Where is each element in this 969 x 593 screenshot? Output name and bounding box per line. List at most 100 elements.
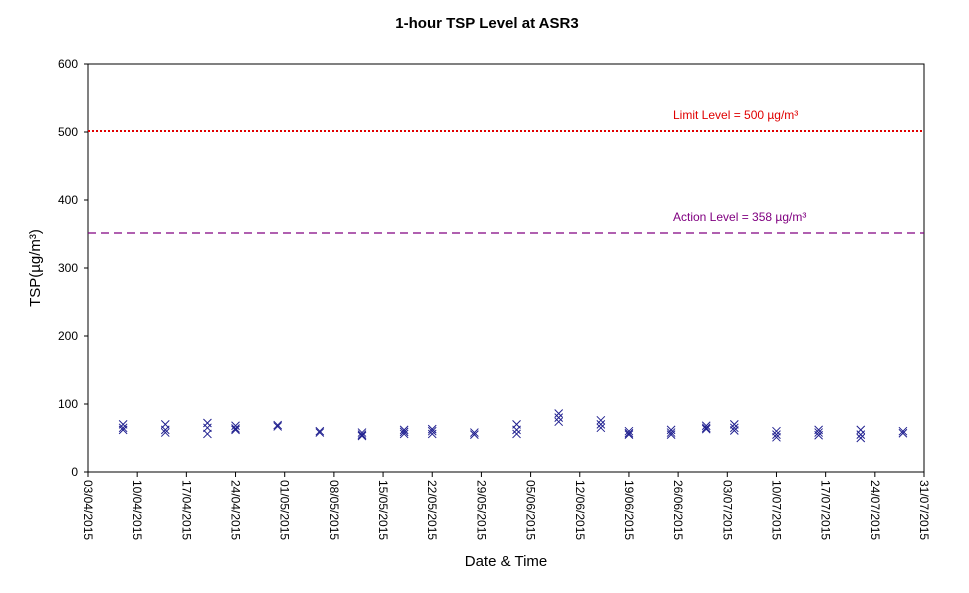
- y-tick-label: 0: [71, 465, 78, 479]
- data-point: [729, 426, 739, 435]
- data-point: [357, 430, 367, 439]
- data-point-stroke: [357, 428, 367, 437]
- data-point: [772, 432, 781, 442]
- data-point-stroke: [160, 428, 170, 437]
- data-point: [357, 428, 367, 437]
- data-point-stroke: [729, 420, 739, 429]
- data-point-stroke: [203, 429, 212, 439]
- y-tick-label: 100: [58, 397, 78, 411]
- data-point: [554, 409, 564, 418]
- data-point: [160, 425, 170, 435]
- data-point-stroke: [118, 423, 128, 433]
- data-point: [772, 426, 781, 436]
- plot-area: [87, 63, 925, 473]
- data-point: [315, 426, 325, 436]
- data-point: [856, 433, 866, 443]
- data-point: [701, 421, 711, 431]
- data-point-stroke: [814, 430, 823, 440]
- data-point-stroke: [666, 428, 676, 437]
- x-tick-label: 12/06/2015: [573, 480, 587, 540]
- x-tick-label: 10/07/2015: [769, 480, 783, 540]
- y-tick-label: 300: [58, 261, 78, 275]
- data-point-stroke: [315, 426, 325, 436]
- data-point: [470, 430, 479, 439]
- data-point-stroke: [231, 421, 240, 431]
- data-point-stroke: [596, 415, 606, 425]
- data-point: [701, 423, 711, 433]
- data-point: [666, 430, 676, 439]
- data-point-stroke: [118, 425, 128, 435]
- data-point-stroke: [273, 422, 283, 431]
- data-point: [357, 431, 367, 441]
- data-point: [273, 420, 283, 430]
- data-point-stroke: [596, 420, 606, 429]
- data-point-stroke: [856, 430, 866, 439]
- x-tick-label: 24/07/2015: [868, 480, 882, 540]
- data-point-stroke: [427, 426, 437, 436]
- data-point: [231, 424, 240, 433]
- data-point-stroke: [399, 429, 409, 439]
- data-point: [814, 428, 823, 437]
- data-point-stroke: [554, 413, 564, 422]
- data-point: [624, 426, 634, 436]
- data-point-stroke: [554, 417, 564, 427]
- data-point: [898, 428, 908, 438]
- x-axis-label: Date & Time: [465, 553, 548, 570]
- data-point: [729, 423, 739, 433]
- data-point: [512, 429, 521, 439]
- data-point: [596, 423, 606, 433]
- data-point-stroke: [666, 430, 676, 439]
- data-point: [399, 429, 409, 439]
- data-point-stroke: [701, 421, 711, 431]
- data-point-stroke: [231, 424, 240, 433]
- data-point: [624, 430, 634, 439]
- x-tick-label: 17/07/2015: [819, 480, 833, 540]
- data-point-stroke: [427, 429, 437, 439]
- data-point-stroke: [554, 409, 564, 418]
- data-point: [470, 428, 479, 437]
- data-point-stroke: [772, 426, 781, 436]
- data-point: [399, 425, 409, 435]
- data-point: [118, 425, 128, 435]
- data-point-stroke: [273, 420, 283, 430]
- data-point: [898, 426, 908, 436]
- data-point-stroke: [231, 425, 240, 435]
- data-point-stroke: [814, 428, 823, 437]
- data-point: [772, 430, 781, 439]
- data-point: [666, 428, 676, 437]
- data-point: [554, 417, 564, 427]
- data-point-stroke: [898, 426, 908, 436]
- y-tick-label: 400: [58, 193, 78, 207]
- data-point: [624, 428, 634, 438]
- data-point-stroke: [512, 425, 521, 435]
- data-point-stroke: [203, 423, 212, 433]
- data-point: [160, 428, 170, 437]
- data-point: [856, 430, 866, 439]
- y-tick-label: 200: [58, 329, 78, 343]
- data-point: [701, 424, 711, 434]
- data-point-stroke: [399, 427, 409, 437]
- data-point-stroke: [729, 426, 739, 435]
- data-point-stroke: [772, 430, 781, 439]
- data-point-stroke: [512, 429, 521, 439]
- data-point: [118, 423, 128, 433]
- data-point-stroke: [315, 428, 325, 437]
- data-point-stroke: [624, 430, 634, 439]
- data-point-stroke: [596, 423, 606, 433]
- data-point: [399, 427, 409, 437]
- data-point-stroke: [399, 425, 409, 435]
- data-point: [427, 429, 437, 439]
- x-tick-label: 03/04/2015: [81, 480, 95, 540]
- x-tick-label: 24/04/2015: [229, 480, 243, 540]
- x-tick-label: 03/07/2015: [720, 480, 734, 540]
- x-tick-label: 26/06/2015: [671, 480, 685, 540]
- x-tick-label: 08/05/2015: [327, 480, 341, 540]
- data-point-stroke: [772, 432, 781, 442]
- action-level-label: Action Level = 358 µg/m³: [673, 210, 806, 224]
- data-point: [231, 421, 240, 431]
- data-point-stroke: [624, 426, 634, 436]
- x-tick-label: 29/05/2015: [474, 480, 488, 540]
- x-tick-label: 19/06/2015: [622, 480, 636, 540]
- y-axis-label: TSP(µg/m³): [27, 229, 44, 307]
